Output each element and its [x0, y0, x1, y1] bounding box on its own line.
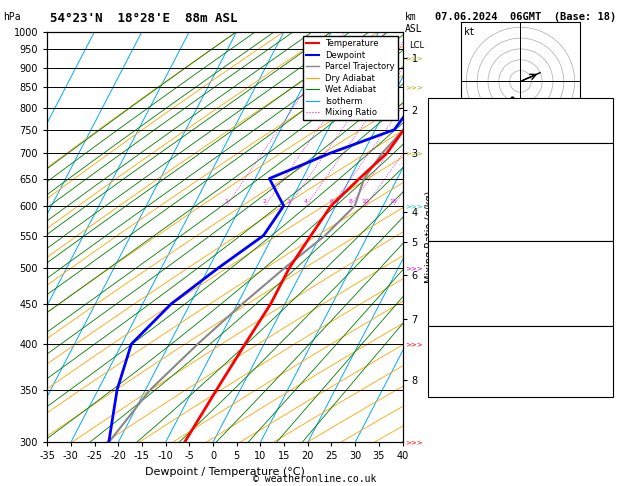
Text: >>>: >>>	[406, 341, 423, 347]
Text: >>>: >>>	[406, 84, 423, 90]
Text: 0: 0	[602, 216, 608, 226]
Text: 303: 303	[589, 274, 608, 284]
Text: Temp (°C): Temp (°C)	[433, 163, 489, 174]
Text: 6: 6	[330, 199, 333, 204]
X-axis label: Dewpoint / Temperature (°C): Dewpoint / Temperature (°C)	[145, 467, 305, 477]
Text: 15: 15	[389, 199, 397, 204]
Text: PW (cm): PW (cm)	[433, 131, 477, 141]
Text: 7: 7	[602, 203, 608, 213]
Text: 43: 43	[596, 118, 608, 128]
Text: Most Unstable: Most Unstable	[480, 248, 561, 258]
Text: 1: 1	[225, 199, 228, 204]
Text: CIN (J): CIN (J)	[433, 229, 477, 239]
Text: SREH: SREH	[433, 359, 458, 369]
Text: 4: 4	[304, 199, 308, 204]
Text: Pressure (mb): Pressure (mb)	[433, 261, 514, 271]
Text: 301: 301	[589, 190, 608, 200]
Text: 2: 2	[263, 199, 267, 204]
Text: 11: 11	[596, 300, 608, 311]
Text: 27: 27	[596, 385, 608, 395]
Text: 8: 8	[348, 199, 352, 204]
Text: Hodograph: Hodograph	[493, 332, 548, 343]
Text: θe (K): θe (K)	[433, 274, 470, 284]
Text: StmDir: StmDir	[433, 372, 470, 382]
Text: 925: 925	[589, 261, 608, 271]
Text: CAPE (J): CAPE (J)	[433, 300, 482, 311]
Text: >>>: >>>	[406, 439, 423, 445]
Text: EH: EH	[433, 346, 445, 356]
Text: 0: 0	[602, 105, 608, 115]
Text: θe(K): θe(K)	[433, 190, 464, 200]
Text: >>>: >>>	[406, 55, 423, 61]
Text: hPa: hPa	[3, 12, 21, 22]
Text: LCL: LCL	[409, 41, 425, 50]
Text: 54°23'N  18°28'E  88m ASL: 54°23'N 18°28'E 88m ASL	[50, 12, 238, 25]
Text: >>>: >>>	[406, 203, 423, 209]
Text: 7.1: 7.1	[589, 176, 608, 187]
Text: 1.43: 1.43	[583, 131, 608, 141]
Text: 07.06.2024  06GMT  (Base: 18): 07.06.2024 06GMT (Base: 18)	[435, 12, 616, 22]
Text: Lifted Index: Lifted Index	[433, 287, 508, 297]
Text: Totals Totals: Totals Totals	[433, 118, 514, 128]
Text: StmSpd (kt): StmSpd (kt)	[433, 385, 501, 395]
Text: Surface: Surface	[499, 150, 542, 160]
Text: 10: 10	[362, 199, 369, 204]
Text: Lifted Index: Lifted Index	[433, 203, 508, 213]
Text: Dewp (°C): Dewp (°C)	[433, 176, 489, 187]
Text: CIN (J): CIN (J)	[433, 313, 477, 324]
Text: K: K	[433, 105, 439, 115]
Text: 21: 21	[596, 359, 608, 369]
Text: 0: 0	[602, 229, 608, 239]
Text: 6: 6	[602, 287, 608, 297]
Text: CAPE (J): CAPE (J)	[433, 216, 482, 226]
Text: >>>: >>>	[406, 265, 423, 271]
Y-axis label: Mixing Ratio (g/kg): Mixing Ratio (g/kg)	[425, 191, 435, 283]
Legend: Temperature, Dewpoint, Parcel Trajectory, Dry Adiabat, Wet Adiabat, Isotherm, Mi: Temperature, Dewpoint, Parcel Trajectory…	[303, 36, 398, 121]
Text: © weatheronline.co.uk: © weatheronline.co.uk	[253, 473, 376, 484]
Text: km
ASL: km ASL	[404, 12, 422, 34]
Text: 11: 11	[596, 163, 608, 174]
Text: -16: -16	[589, 346, 608, 356]
Text: kt: kt	[464, 27, 476, 37]
Text: 15: 15	[596, 313, 608, 324]
Text: 3: 3	[287, 199, 291, 204]
Text: >>>: >>>	[406, 150, 423, 156]
Text: 265°: 265°	[583, 372, 608, 382]
